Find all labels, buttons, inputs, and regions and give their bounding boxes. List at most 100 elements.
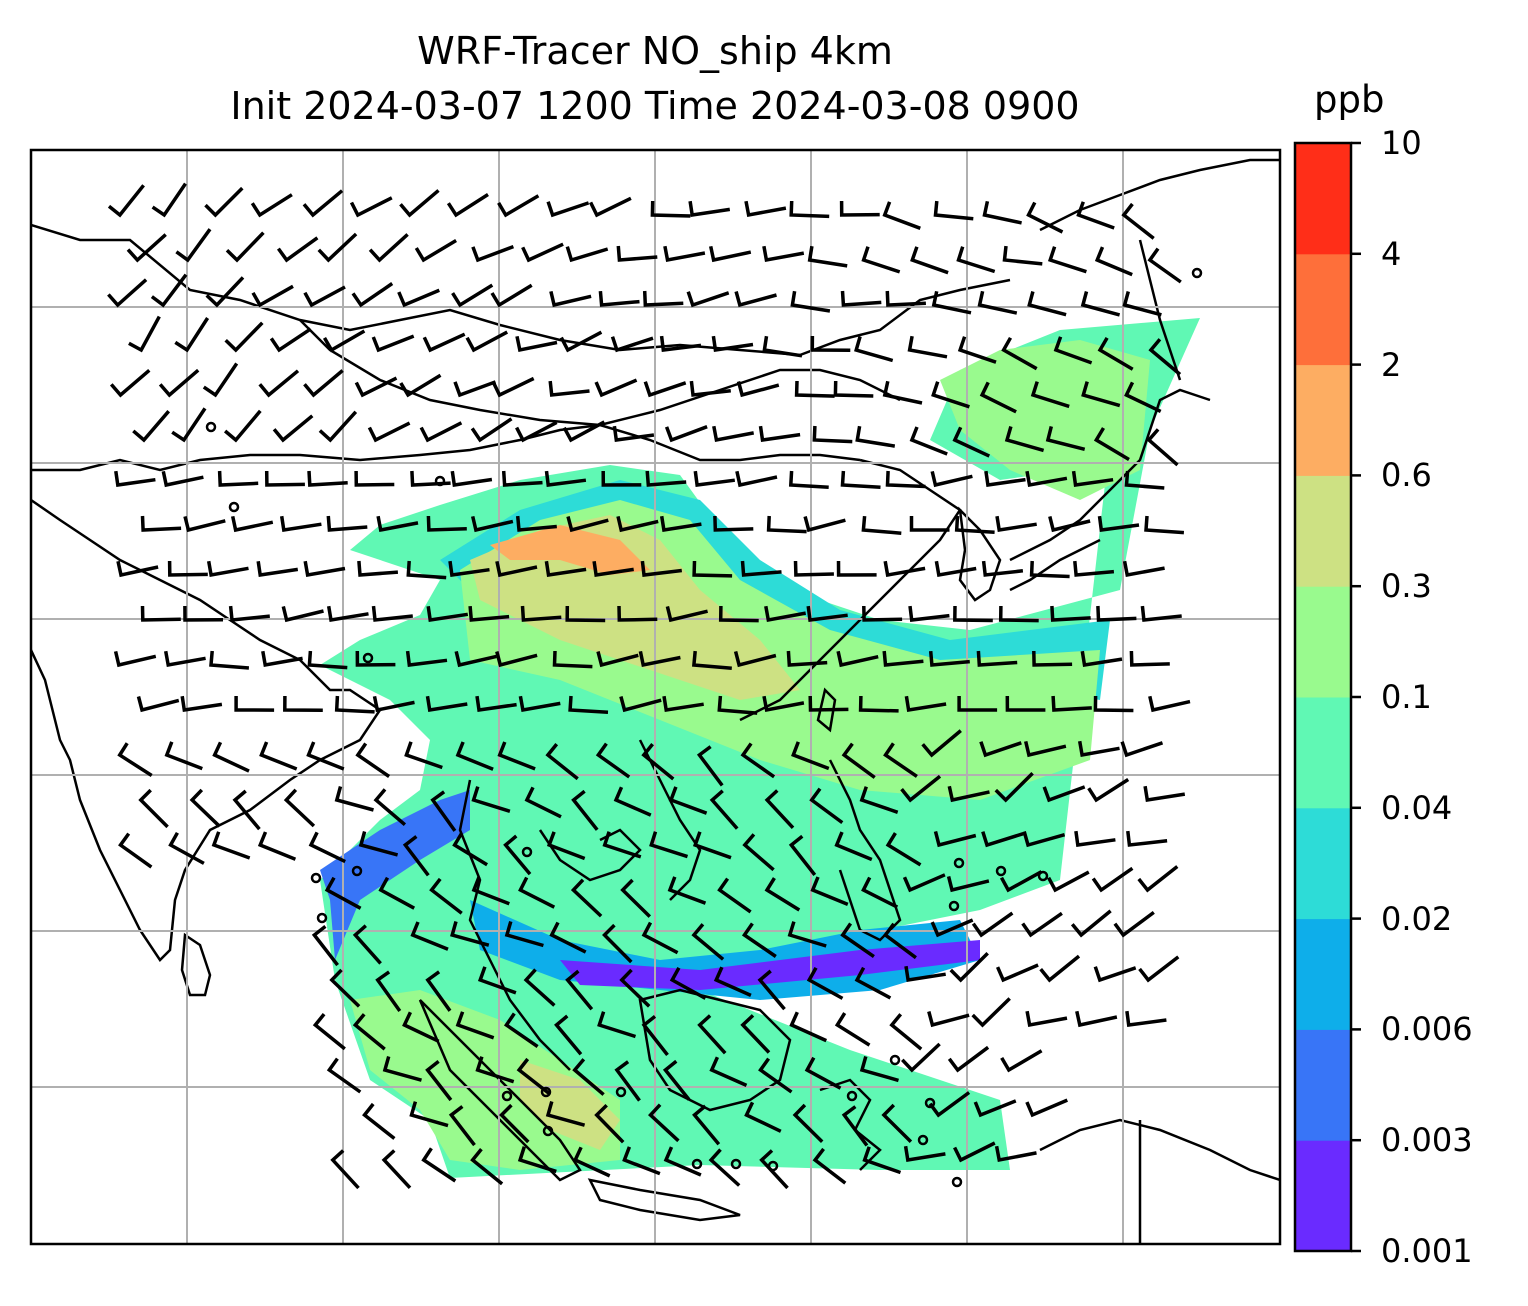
wind-barb (809, 787, 844, 825)
wind-barb (376, 515, 419, 533)
wind-barb (977, 290, 1018, 315)
wind-barb (224, 321, 264, 353)
wind-barb (664, 425, 708, 443)
wind-barb (566, 516, 609, 533)
wind-barb (882, 650, 924, 667)
wind-barb (994, 771, 1034, 803)
wind-barb (947, 1045, 990, 1073)
wind-barb (276, 236, 319, 263)
wind-barb (952, 426, 991, 458)
wind-barb (620, 878, 652, 918)
coastline-indochina (458, 739, 702, 1071)
wind-barb (217, 470, 259, 487)
coastline-sumatra (418, 999, 582, 1182)
wind-barb (1050, 605, 1091, 622)
wind-barb (324, 876, 362, 910)
wind-barb (168, 831, 205, 865)
wind-barb (352, 924, 382, 965)
wind-barb (692, 560, 733, 578)
wind-barb (491, 376, 535, 398)
calm-wind-circle (846, 1090, 858, 1102)
wind-barb (649, 831, 689, 859)
wind-barb (1143, 785, 1186, 803)
wind-barb (355, 742, 391, 778)
wind-barb (381, 1149, 412, 1189)
map-title-line2: Init 2024-03-07 1200 Time 2024-03-08 090… (230, 84, 1080, 128)
wind-barb (174, 317, 210, 353)
calm-wind-circle (521, 846, 533, 858)
wind-barb (446, 193, 489, 218)
wind-barb (257, 831, 297, 861)
wind-barb (645, 470, 687, 487)
wind-barb (515, 335, 558, 353)
wind-barb (230, 515, 274, 533)
wind-barb (927, 1011, 970, 1028)
wind-barb (883, 560, 926, 578)
calm-wind-circle (1037, 870, 1049, 882)
wind-barb (568, 695, 609, 715)
wind-barb (382, 1056, 422, 1082)
wind-barb (1121, 202, 1155, 240)
wind-barb (545, 743, 579, 781)
wind-barb (549, 921, 587, 954)
wind-barb (1022, 831, 1066, 848)
wind-barb (928, 1091, 971, 1118)
calm-wind-circle (501, 1090, 513, 1102)
colorbar-tick-label: 0.006 (1381, 1010, 1473, 1049)
wind-barb (132, 410, 171, 443)
wind-barb (546, 201, 590, 218)
wind-barb (764, 789, 795, 829)
wind-barb (354, 470, 395, 487)
colorbar-tick-label: 0.001 (1381, 1232, 1473, 1270)
wind-barb (116, 560, 159, 578)
tracer-field (320, 318, 1200, 1178)
coastline-sri-lanka (180, 932, 212, 997)
wind-barb (759, 1149, 789, 1190)
wind-barb (399, 373, 442, 398)
colorbar-tick-label: 10 (1381, 124, 1422, 162)
wind-barb (979, 381, 1017, 414)
wind-barb (984, 470, 1026, 487)
wind-barb (518, 876, 556, 909)
wind-barb (786, 650, 828, 667)
calm-wind-circle (730, 1158, 742, 1170)
wind-barb (357, 560, 399, 577)
wind-barb (250, 193, 293, 218)
wind-barb (697, 1014, 727, 1055)
wind-barb (283, 788, 316, 828)
wind-barb (399, 189, 440, 218)
wind-barb (371, 605, 413, 622)
wind-barb (762, 695, 805, 713)
wind-barb (1002, 245, 1043, 266)
wind-barb (617, 605, 658, 622)
wind-barb (841, 1105, 869, 1147)
colorbar-band (1295, 475, 1351, 587)
wind-barb (202, 362, 239, 398)
wind-barb (329, 968, 361, 1008)
wind-barb (595, 742, 631, 779)
wind-barb (836, 650, 879, 668)
wind-barb (367, 421, 411, 443)
wind-barb (206, 560, 249, 578)
wind-barb (523, 968, 556, 1007)
wind-barb (1122, 291, 1162, 317)
wind-barb (311, 925, 339, 967)
wind-barb (833, 380, 874, 398)
wind-barb (712, 425, 755, 443)
wind-barb (692, 831, 732, 860)
colorbar-band (1295, 253, 1351, 366)
wind-barb (518, 695, 561, 713)
wind-barb (495, 651, 538, 668)
wind-barb (640, 560, 683, 577)
colorbar-tick-label: 0.6 (1381, 456, 1432, 495)
wind-barb (497, 741, 536, 771)
wind-barb (1047, 870, 1090, 893)
wind-barb (455, 1011, 495, 1040)
wind-barb (425, 695, 468, 713)
wind-barb (953, 1141, 996, 1163)
calm-wind-circle (691, 1158, 703, 1170)
colorbar-band (1295, 586, 1351, 698)
wind-barb (565, 246, 609, 263)
wind-barb (421, 1147, 457, 1183)
